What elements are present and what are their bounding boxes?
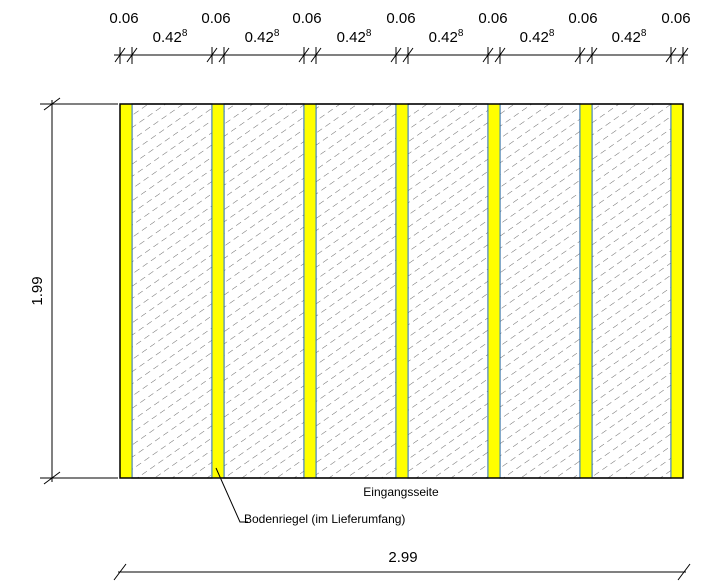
spacer-3 xyxy=(303,103,317,479)
panel-dim-label-4: 0.428 xyxy=(429,28,464,46)
panel-5 xyxy=(499,103,581,479)
panel-dim-label-sup-1: 8 xyxy=(182,28,188,39)
top-dimension-ticks xyxy=(114,47,689,64)
sill-leader-line xyxy=(215,467,248,523)
spacer-dim-label-2: 0.06 xyxy=(201,10,230,27)
top-dimension-chain: 0.06 0.06 0.06 0.06 0.06 0.06 0.06 0.428 0.428 0.… xyxy=(109,10,691,64)
spacer-5 xyxy=(487,103,501,479)
spacer-dim-label-5: 0.06 xyxy=(478,10,507,27)
panel-dim-label-sup-3: 8 xyxy=(366,28,372,39)
panel-6 xyxy=(591,103,672,479)
panel-1 xyxy=(131,103,213,479)
entrance-label: Eingangsseite xyxy=(363,485,439,499)
spacer-dim-label-4: 0.06 xyxy=(386,10,415,27)
panel-dim-label-sup-4: 8 xyxy=(458,28,464,39)
panel-3 xyxy=(315,103,397,479)
spacer-dim-label-7: 0.06 xyxy=(661,10,690,27)
panel-2 xyxy=(223,103,305,479)
height-tick-bottom xyxy=(43,471,61,485)
panel-dim-label-3: 0.428 xyxy=(337,28,372,46)
panel-dim-label-sup-5: 8 xyxy=(549,28,555,39)
panel-dim-label-5: 0.428 xyxy=(520,28,555,46)
spacer-2 xyxy=(211,103,225,479)
spacer-dim-label-1: 0.06 xyxy=(109,10,138,27)
width-label: 2.99 xyxy=(388,549,417,566)
width-tick-right xyxy=(677,563,691,581)
panel-dim-label-sup-2: 8 xyxy=(274,28,280,39)
spacer-dim-label-3: 0.06 xyxy=(292,10,321,27)
panel-dim-label-sup-6: 8 xyxy=(641,28,647,39)
panel-dim-label-6: 0.428 xyxy=(612,28,647,46)
spacer-1 xyxy=(119,103,133,479)
height-label: 1.99 xyxy=(29,276,46,305)
outer-frame xyxy=(119,103,684,479)
spacers xyxy=(119,103,684,479)
panel-dim-label-1: 0.428 xyxy=(153,28,188,46)
top-dimension-labels: 0.06 0.06 0.06 0.06 0.06 0.06 0.06 0.428 0.428 0.… xyxy=(109,10,690,46)
spacer-6 xyxy=(579,103,593,479)
height-dimension: 1.99 xyxy=(29,97,118,485)
height-tick-top xyxy=(43,97,61,111)
spacer-7 xyxy=(670,103,684,479)
sill-annotation: Bodenriegel (im Lieferumfang) xyxy=(215,467,405,526)
spacer-dim-label-6: 0.06 xyxy=(568,10,597,27)
width-tick-left xyxy=(113,563,127,581)
panel-dim-label-2: 0.428 xyxy=(245,28,280,46)
width-dimension: 2.99 xyxy=(113,549,691,581)
panels xyxy=(131,103,672,479)
panel-assembly xyxy=(119,103,684,479)
panel-4 xyxy=(407,103,489,479)
spacer-4 xyxy=(395,103,409,479)
sill-label: Bodenriegel (im Lieferumfang) xyxy=(244,512,405,526)
